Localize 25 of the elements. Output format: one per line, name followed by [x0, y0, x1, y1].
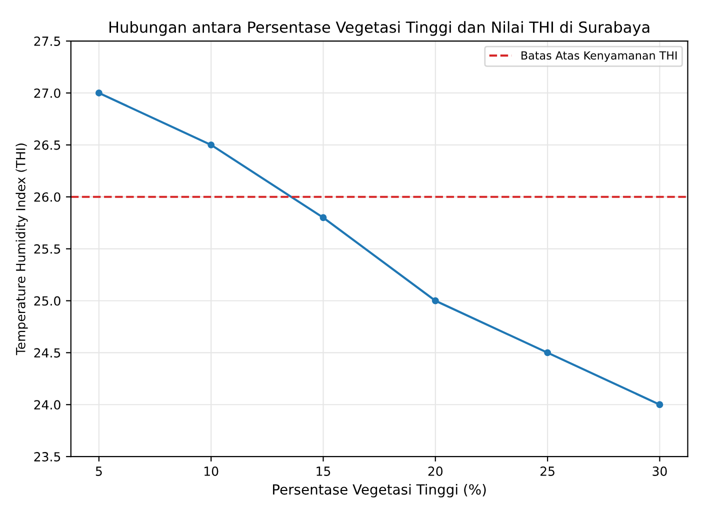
y-tick-label: 23.5	[34, 452, 60, 462]
x-axis-title: Persentase Vegetasi Tinggi (%)	[273, 484, 486, 498]
point	[95, 90, 102, 96]
x-tick-label: 25	[540, 466, 554, 476]
chart-title: Hubungan antara Persentase Vegetasi Tinggi dan Nilai THI di Surabaya	[110, 21, 650, 36]
y-tick-label: 24.5	[34, 348, 60, 358]
y-tick-label: 25.5	[34, 244, 60, 254]
y-tick-label: 24.0	[34, 400, 60, 410]
y-axis-title: Temperature Humidity Index (THI)	[16, 144, 28, 356]
point	[656, 401, 664, 408]
x-tick-label: 15	[316, 466, 330, 476]
y-tick-label: 25.0	[34, 296, 60, 306]
point	[544, 349, 552, 356]
point	[208, 141, 215, 148]
point	[320, 214, 327, 222]
legend-label: Batas Atas Kenyamanan THI	[522, 51, 677, 62]
x-tick-label: 10	[204, 466, 218, 476]
y-tick-label: 26.0	[34, 192, 60, 202]
point	[432, 297, 439, 304]
y-tick-label: 26.5	[34, 140, 60, 150]
y-tick-label: 27.0	[34, 88, 60, 98]
x-tick-label: 20	[428, 466, 443, 476]
x-tick-label: 30	[652, 466, 667, 476]
x-tick-label: 5	[96, 466, 102, 476]
y-tick-label: 27.5	[34, 36, 60, 46]
